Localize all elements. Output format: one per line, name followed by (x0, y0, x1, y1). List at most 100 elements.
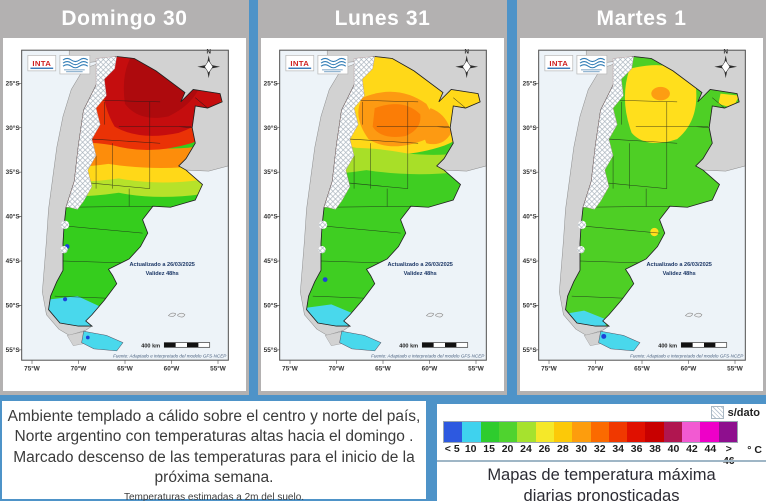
validity-text: Validez 48hs (145, 271, 178, 277)
panel-title-lunes: Lunes 31 (334, 7, 431, 30)
lat-label: 30°S (522, 124, 537, 132)
lat-label: 55°S (263, 346, 278, 354)
lon-label: 70°W (70, 365, 87, 373)
map-frame (20, 49, 229, 361)
legend-unit-label: ° C (747, 444, 762, 456)
legend-color-segment (663, 422, 683, 442)
lat-label: 25°S (522, 79, 537, 87)
inta-logo: INTA (290, 59, 309, 68)
legend-caption-line2: diarias pronosticadas (523, 486, 680, 501)
lat-label: 40°S (263, 213, 278, 221)
legend-color-segment (572, 422, 591, 442)
legend-tick-label: 26 (538, 443, 551, 455)
lat-label: 50°S (522, 302, 537, 310)
lat-label: 25°S (263, 79, 278, 87)
no-data-legend: s/dato (710, 406, 760, 419)
lon-label: 55°W (468, 365, 485, 373)
scale-bar (680, 342, 727, 348)
forecast-summary-box: Ambiente templado a cálido sobre el cent… (2, 401, 426, 501)
lon-label: 75°W (24, 365, 41, 373)
legend-tick-label: 40 (667, 443, 680, 455)
inta-logo: INTA (32, 59, 51, 68)
lat-label: 35°S (522, 168, 537, 176)
forecast-map-domingo: N INTA 25°S 30°S 35°S 40°S 45°S 50°S 55°… (5, 48, 229, 373)
legend-tick-label: 10 (464, 443, 477, 455)
updated-text: Actualizado a 26/03/2025 (387, 262, 452, 268)
panel-lunes: Lunes 31 (258, 0, 507, 395)
legend-color-segment (608, 422, 628, 442)
updated-text: Actualizado a 26/03/2025 (129, 262, 194, 268)
legend-tick-label: 28 (557, 443, 569, 455)
scale-label: 400 km (399, 343, 418, 349)
legend-ticks: < 5 10 15 20 24 26 28 30 32 34 36 38 40 42 44 > 46 (443, 443, 738, 467)
lat-label: 45°S (522, 257, 537, 265)
scale-bar (163, 342, 210, 348)
lon-label: 55°W (727, 365, 744, 373)
lat-label: 30°S (263, 124, 278, 132)
legend-caption-line1: Mapas de temperatura máxima (487, 466, 716, 484)
lat-label: 45°S (5, 257, 20, 265)
legend-tick-label: > 46 (722, 443, 735, 467)
panel-body-martes: N INTA 25°S 30°S 35°S 40°S 45°S 50°S 55°… (520, 38, 763, 391)
lat-label: 35°S (5, 168, 20, 176)
panel-title-martes: Martes 1 (596, 7, 687, 30)
map-source-text: Fuente: Adaptado e interpretado del mode… (630, 354, 743, 359)
lat-label: 55°S (5, 346, 20, 354)
lat-label: 45°S (263, 257, 278, 265)
scale-label: 400 km (141, 343, 160, 349)
map-source-text: Fuente: Adaptado e interpretado del mode… (371, 354, 484, 359)
lon-label: 70°W (587, 365, 604, 373)
legend-tick-label: 30 (575, 443, 588, 455)
validity-text: Validez 48hs (662, 271, 695, 277)
lon-label: 75°W (541, 365, 558, 373)
legend-tick-label: 34 (612, 443, 624, 455)
legend-tick-label: 36 (630, 443, 643, 455)
legend-color-segment (444, 422, 463, 442)
cold-spot (85, 335, 90, 340)
scale-bar (421, 342, 468, 348)
lon-label: 65°W (634, 365, 651, 373)
legend-tick-label: 38 (649, 443, 661, 455)
map-frame (537, 49, 746, 361)
map-frame (278, 49, 487, 361)
legend-caption: Mapas de temperatura máxima diarias pron… (437, 465, 766, 501)
legend-tick-label: < 5 (444, 443, 460, 455)
lat-label: 25°S (5, 79, 20, 87)
no-data-hatch-icon (710, 406, 724, 419)
forecast-map-lunes: N INTA 25°S 30°S 35°S 40°S 45°S 50°S 55°… (263, 48, 487, 373)
legend-colorbar (443, 421, 738, 443)
panel-header-martes: Martes 1 (517, 0, 766, 38)
scale-label: 400 km (658, 343, 677, 349)
cold-spot (600, 333, 606, 339)
lon-label: 75°W (282, 365, 299, 373)
inta-logo: INTA (549, 59, 568, 68)
legend-color-segment (700, 422, 719, 442)
legend-color-segment (480, 422, 499, 442)
updated-text: Actualizado a 26/03/2025 (646, 262, 711, 268)
lat-label: 35°S (263, 168, 278, 176)
legend-tick-label: 44 (704, 443, 717, 455)
lon-label: 60°W (680, 365, 697, 373)
summary-line: Norte argentino con temperaturas altas h… (14, 428, 414, 446)
panel-header-domingo: Domingo 30 (0, 0, 249, 38)
validity-text: Validez 48hs (403, 271, 436, 277)
lat-label: 40°S (5, 213, 20, 221)
summary-line: Marcado descenso de las temperaturas par… (13, 448, 415, 466)
compass-north-label: N (723, 48, 728, 55)
lon-label: 60°W (421, 365, 438, 373)
legend-color-segment (462, 422, 481, 442)
summary-line: Ambiente templado a cálido sobre el cent… (7, 408, 421, 425)
map-source-text: Fuente: Adaptado e interpretado del mode… (113, 354, 226, 359)
legend-color-segment (718, 422, 737, 442)
legend-tick-label: 32 (593, 443, 606, 455)
legend-color-segment (645, 422, 664, 442)
legend-color-segment (590, 422, 609, 442)
lon-label: 65°W (117, 365, 134, 373)
legend-color-segment (682, 422, 701, 442)
temperature-legend-box: s/dato < 5 10 15 20 24 26 28 30 32 34 36 38 40 42 44 > … (437, 404, 766, 501)
panel-body-lunes: N INTA 25°S 30°S 35°S 40°S 45°S 50°S 55°… (261, 38, 504, 391)
lat-label: 50°S (263, 302, 278, 310)
legend-tick-label: 42 (686, 443, 698, 455)
lon-label: 60°W (163, 365, 180, 373)
legend-color-segment (627, 422, 646, 442)
